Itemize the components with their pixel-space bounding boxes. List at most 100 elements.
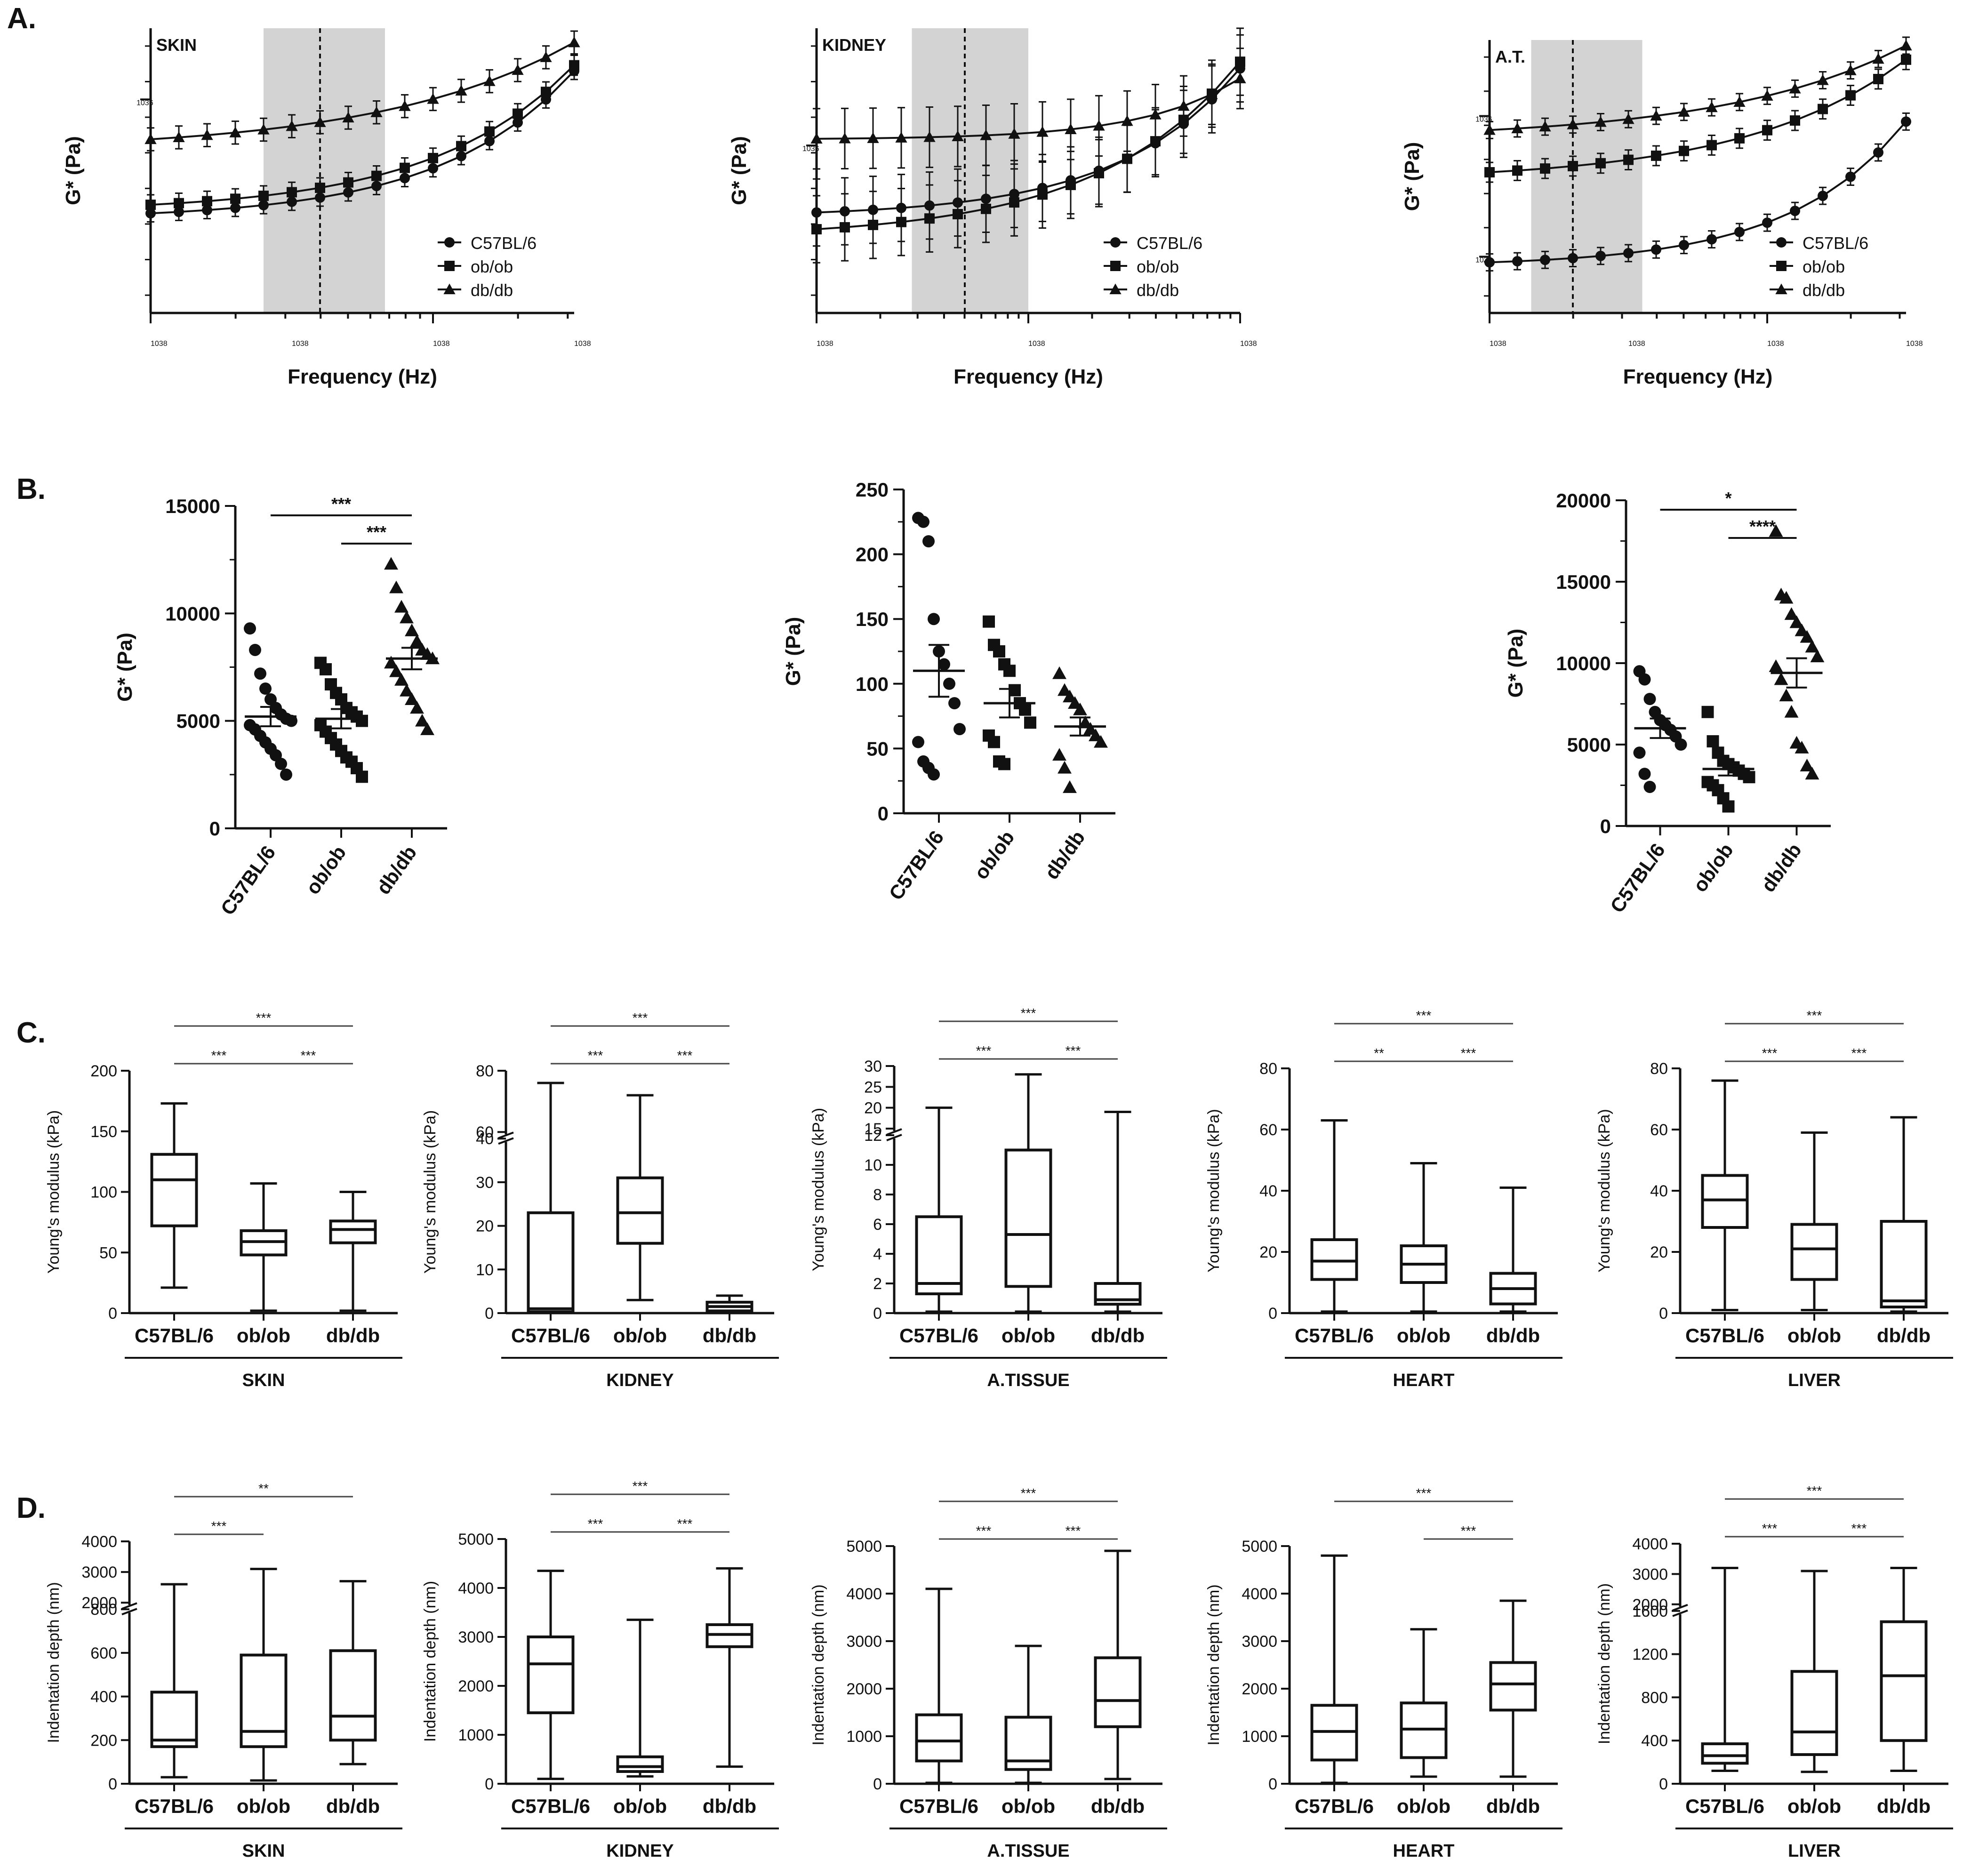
data-point (410, 701, 424, 714)
y-axis-label: G* (Pa) (1401, 142, 1424, 211)
data-point (953, 723, 966, 736)
tick-label: 600 (90, 1644, 117, 1662)
category-label: db/db (1040, 826, 1089, 883)
frequency-range-shade (264, 28, 385, 313)
axis-break-mark (121, 1602, 137, 1610)
tick-label: 1000 (458, 1726, 494, 1744)
tick-label: 30 (476, 1174, 494, 1192)
data-point (1643, 780, 1656, 793)
legend-marker (1776, 237, 1787, 248)
iqr-box (1701, 1174, 1749, 1229)
significance-label: *** (1416, 1486, 1432, 1500)
data-point (1774, 672, 1788, 685)
tick-label: 5000 (1567, 734, 1611, 756)
significance-label: *** (211, 1048, 227, 1063)
tick-label: 80 (476, 1062, 494, 1080)
data-point (1178, 100, 1190, 111)
tick-label: 1600 (1632, 1603, 1668, 1620)
y-axis-label: Indentation depth (nm) (1205, 1584, 1223, 1745)
category-label: ob/ob (1689, 839, 1738, 896)
legend-marker (444, 261, 455, 271)
tissue-label: LIVER (1788, 1841, 1841, 1861)
data-point (1009, 197, 1019, 208)
data-point (541, 87, 551, 97)
data-point (1679, 240, 1689, 250)
tick-label: 4000 (81, 1533, 117, 1551)
data-point (1779, 591, 1794, 604)
tissue-label: KIDNEY (606, 1841, 674, 1861)
box-1 (1400, 1162, 1448, 1313)
box-0 (527, 1570, 575, 1780)
data-point (1900, 40, 1912, 51)
data-point (1795, 623, 1809, 636)
data-point (1790, 206, 1800, 216)
tick-label: 0 (1268, 1775, 1277, 1793)
significance-label: *** (211, 1519, 227, 1533)
data-point (1638, 768, 1651, 780)
tick-label: 40 (1259, 1182, 1277, 1200)
category-label: C57BL/6 (884, 826, 948, 904)
tick-label: 0 (108, 1775, 117, 1793)
box-plot-D4: 0 1000 2000 3000 4000 5000 Indentation depth (… (1205, 1486, 1562, 1861)
category-label: C57BL/6 (511, 1324, 590, 1347)
tick-label: 1038 (1628, 340, 1645, 348)
category-label: ob/ob (301, 842, 350, 898)
data-point (428, 152, 438, 163)
data-point (1678, 106, 1690, 117)
y-axis-label: G* (Pa) (782, 617, 805, 686)
data-point (1623, 248, 1634, 258)
significance-label: *** (1851, 1521, 1867, 1536)
tick-label: 3000 (1632, 1565, 1668, 1583)
x-axis-label: Frequency (Hz) (1623, 365, 1773, 388)
category-label: ob/ob (1397, 1324, 1450, 1347)
tick-label: 1038 (292, 340, 309, 348)
legend-marker (444, 237, 455, 248)
iqr-box (150, 1153, 198, 1227)
series-line (1489, 59, 1907, 174)
data-point (370, 106, 383, 117)
series-line (1489, 121, 1907, 264)
data-point (427, 93, 439, 104)
data-point (249, 643, 261, 656)
data-point (983, 615, 995, 628)
series-line (150, 70, 575, 215)
tissue-label: SKIN (242, 1371, 285, 1390)
series-line (816, 78, 1241, 140)
iqr-box (527, 1211, 575, 1314)
tissue-label: HEART (1393, 1841, 1455, 1861)
data-point (1707, 735, 1719, 748)
data-point (1784, 607, 1799, 620)
tick-label: 30 (864, 1058, 882, 1075)
data-point (1779, 689, 1794, 702)
category-label: db/db (1091, 1795, 1145, 1817)
legend-label: C57BL/6 (1137, 233, 1202, 253)
data-point (1762, 217, 1772, 228)
dot-plot-B3: 0 5000 10000 15000 20000 G* (Pa) C57BL/6 ob/ob d… (1504, 489, 1831, 917)
y-axis-label: G* (Pa) (728, 136, 751, 205)
data-point (356, 714, 368, 727)
legend-marker (1775, 283, 1787, 295)
data-point (1901, 54, 1911, 65)
data-point (1769, 524, 1783, 537)
data-point (1540, 163, 1550, 174)
legend-label: db/db (1803, 281, 1845, 300)
tick-label: 1038 (817, 340, 833, 348)
box-0 (915, 1587, 963, 1784)
data-point (201, 129, 213, 140)
data-point (568, 36, 580, 48)
box-2 (705, 1294, 753, 1315)
data-point (415, 714, 429, 727)
category-label: C57BL/6 (1685, 1324, 1764, 1347)
data-point (1844, 64, 1857, 75)
data-point (1643, 693, 1656, 706)
box-1 (1400, 1628, 1448, 1778)
box-0 (915, 1106, 963, 1313)
tick-label: 12 (864, 1127, 882, 1145)
data-point (1511, 122, 1523, 134)
category-label: C57BL/6 (1295, 1795, 1374, 1817)
data-point (1707, 140, 1717, 151)
data-point (1733, 96, 1746, 107)
series-line (816, 61, 1241, 231)
box-1 (240, 1182, 288, 1312)
